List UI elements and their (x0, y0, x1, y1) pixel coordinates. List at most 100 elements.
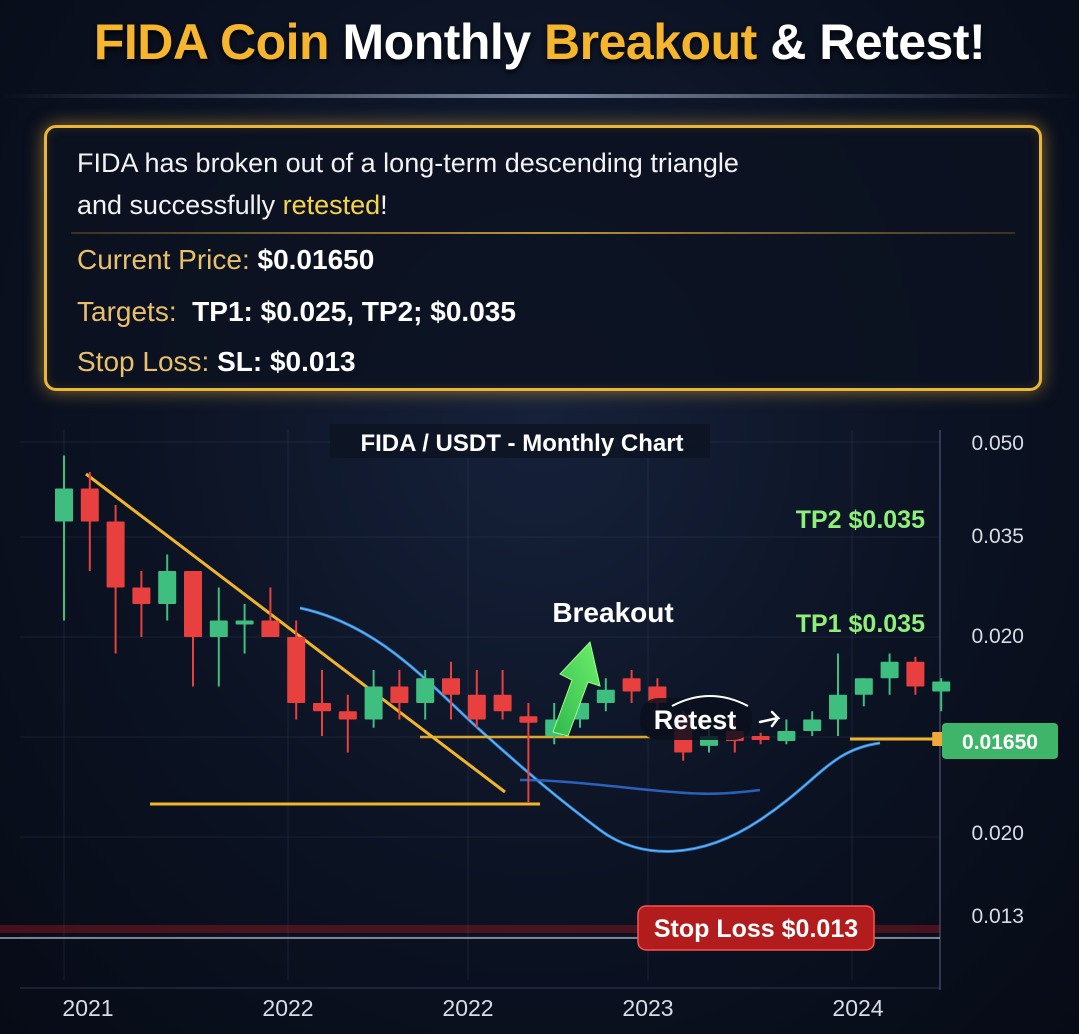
candle-body (390, 686, 409, 703)
current-price-label: Current Price: (77, 244, 250, 275)
candle-body (493, 694, 512, 712)
candle (313, 670, 331, 736)
title-part-3: Breakout (544, 14, 757, 70)
candle (184, 571, 202, 687)
candle (442, 661, 460, 720)
breakout-label: Breakout (552, 597, 673, 628)
retest-label: Retest (654, 705, 737, 735)
candle (829, 653, 847, 736)
candle-body (106, 521, 125, 588)
chart-title-background (330, 424, 710, 458)
candle-body (80, 488, 99, 522)
current-price-value: $0.01650 (257, 244, 375, 275)
title-part-1: FIDA Coin (93, 14, 330, 70)
x-tick-label: 2022 (262, 995, 313, 1021)
tp1-label: TP1 $0.035 (796, 610, 925, 638)
candle-body (932, 681, 951, 692)
candle (880, 653, 899, 695)
candle (751, 732, 770, 745)
candle-body (158, 571, 177, 604)
candle (261, 587, 280, 637)
candle-body (906, 661, 925, 687)
tp2-label: TP2 $0.035 (796, 506, 925, 534)
y-tick-label: 0.020 (971, 625, 1024, 648)
description-line-1: FIDA has broken out of a long-term desce… (77, 148, 739, 178)
current-price-row: Current Price: $0.01650 (77, 240, 374, 280)
retest-curve-icon (671, 695, 749, 707)
candle (416, 670, 435, 720)
price-chart: TP2 $0.035 TP1 $0.035 Breakout Retest Stop L… (0, 424, 1058, 1021)
candle-body (235, 620, 254, 625)
candle (467, 670, 486, 728)
candle (777, 719, 796, 745)
candle (364, 670, 383, 728)
candle (622, 670, 641, 703)
stop-loss-tag-label: Stop Loss $0.013 (654, 915, 858, 943)
candle (106, 505, 125, 654)
candle-body (803, 719, 822, 732)
candle (287, 620, 306, 720)
stop-loss-value: SL: $0.013 (217, 346, 356, 377)
candle (803, 711, 822, 736)
breakout-arrow-icon (552, 640, 601, 737)
x-tick-label: 2021 (62, 995, 113, 1021)
candle-body (751, 736, 770, 740)
candle-body (596, 689, 615, 703)
candle (235, 604, 254, 654)
candle-body (132, 587, 151, 604)
title-part-2: Monthly (342, 14, 532, 70)
y-tick-label: 0.020 (971, 822, 1024, 845)
targets-label: Targets: (77, 296, 177, 327)
current-price-tag-label: 0.01650 (962, 731, 1038, 754)
candle (906, 656, 925, 695)
stop-loss-row: Stop Loss: SL: $0.013 (77, 342, 356, 382)
candle (390, 670, 409, 720)
y-tick-label: 0.050 (971, 432, 1024, 455)
candle (132, 571, 151, 637)
info-description: FIDA has broken out of a long-term desce… (77, 142, 977, 226)
candle-body (364, 686, 383, 720)
candle (596, 678, 615, 712)
candle-body (880, 661, 899, 679)
candle-body (209, 620, 228, 637)
candle-body (55, 488, 73, 522)
moving-average-line (299, 607, 881, 852)
candle-body (287, 637, 306, 703)
description-line-2-end: ! (380, 190, 388, 220)
candle-body (854, 678, 873, 695)
candle (209, 587, 228, 687)
moving-average-line-secondary (519, 778, 761, 795)
candle-body (338, 711, 357, 720)
candle-body (416, 678, 435, 703)
candle-body (442, 678, 460, 695)
page-title: FIDA Coin Monthly Breakout & Retest! (0, 6, 1079, 78)
candle-body (467, 694, 486, 720)
x-tick-label: 2023 (622, 995, 673, 1021)
chart-title: FIDA / USDT - Monthly Chart (360, 430, 683, 457)
candle-body (313, 703, 331, 712)
description-highlight: retested (282, 190, 381, 220)
candle (80, 472, 99, 571)
candle-body (184, 571, 202, 637)
candle (493, 670, 512, 720)
annotations-layer: TP2 $0.035 TP1 $0.035 Breakout Retest Stop L… (330, 424, 925, 951)
current-price-tag (942, 723, 1058, 759)
candle (932, 678, 951, 712)
moving-average-layer (299, 606, 881, 853)
stop-loss-label: Stop Loss: (77, 346, 210, 377)
y-tick-label: 0.013 (971, 905, 1024, 928)
x-tick-label: 2022 (442, 995, 493, 1021)
description-line-2: and successfully retested! (77, 184, 977, 226)
stop-loss-tag (637, 905, 875, 951)
retest-label-background (640, 698, 752, 740)
candle (854, 678, 873, 707)
description-line-2-start: and successfully (77, 190, 283, 220)
candle (158, 554, 177, 621)
candle-body (261, 620, 280, 637)
candle-body (622, 678, 641, 692)
candle (519, 703, 538, 802)
y-tick-label: 0.035 (971, 525, 1024, 548)
title-part-4: & Retest! (770, 14, 986, 70)
info-divider (71, 232, 1015, 234)
candle (338, 694, 357, 753)
